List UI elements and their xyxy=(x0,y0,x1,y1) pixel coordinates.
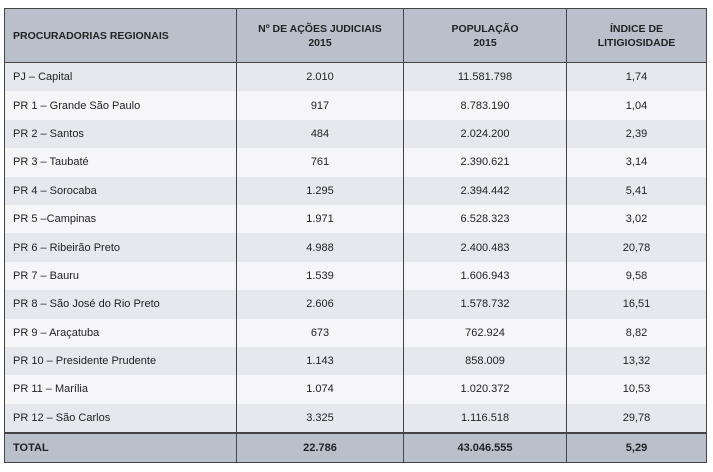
actions-count: 673 xyxy=(236,318,404,347)
litigiosity-index: 3,14 xyxy=(566,148,707,177)
litigiosity-index: 9,58 xyxy=(566,261,707,291)
header-row: PROCURADORIAS REGIONAIS Nº DE AÇÕES JUDI… xyxy=(4,8,707,63)
table-row: PR 4 – Sorocaba 1.295 2.394.442 5,41 xyxy=(4,176,707,205)
table-row: PR 8 – São José do Rio Preto 2.606 1.578.7… xyxy=(4,290,707,319)
header-population-label: POPULAÇÃO xyxy=(451,22,519,35)
regional-name: PR 2 – Santos xyxy=(4,119,237,149)
regional-name: PR 6 – Ribeirão Preto xyxy=(4,233,237,262)
actions-count: 3.325 xyxy=(236,403,404,434)
actions-count: 1.971 xyxy=(236,204,404,234)
table-row: PR 3 – Taubaté 761 2.390.621 3,14 xyxy=(4,148,707,177)
litigiosity-index: 2,39 xyxy=(566,119,707,149)
header-regional: PROCURADORIAS REGIONAIS xyxy=(4,8,237,63)
regional-name: PR 1 – Grande São Paulo xyxy=(4,91,237,120)
total-label: TOTAL xyxy=(4,432,237,464)
total-population: 43.046.555 xyxy=(403,432,567,464)
table-row: PJ – Capital 2.010 11.581.798 1,74 xyxy=(4,62,707,92)
actions-count: 2.606 xyxy=(236,290,404,319)
table-row: PR 2 – Santos 484 2.024.200 2,39 xyxy=(4,119,707,149)
header-actions: Nº DE AÇÕES JUDICIAIS 2015 xyxy=(236,8,404,63)
regional-name: PR 10 – Presidente Prudente xyxy=(4,346,237,376)
header-index: ÍNDICE DE LITIGIOSIDADE xyxy=(566,8,707,63)
header-population: POPULAÇÃO 2015 xyxy=(403,8,567,63)
actions-count: 1.074 xyxy=(236,375,404,404)
population: 1.606.943 xyxy=(403,261,567,291)
population: 858.009 xyxy=(403,346,567,376)
population: 1.116.518 xyxy=(403,403,567,434)
regional-name: PR 3 – Taubaté xyxy=(4,148,237,177)
actions-count: 1.539 xyxy=(236,261,404,291)
actions-count: 484 xyxy=(236,119,404,149)
population: 8.783.190 xyxy=(403,91,567,120)
litigiosity-index: 5,41 xyxy=(566,176,707,205)
regional-name: PR 7 – Bauru xyxy=(4,261,237,291)
population: 11.581.798 xyxy=(403,62,567,92)
litigiosity-index: 1,74 xyxy=(566,62,707,92)
regional-name: PR 12 – São Carlos xyxy=(4,403,237,434)
litigiosity-index: 16,51 xyxy=(566,290,707,319)
population: 2.024.200 xyxy=(403,119,567,149)
table-row: PR 11 – Marília 1.074 1.020.372 10,53 xyxy=(4,375,707,404)
population: 6.528.323 xyxy=(403,204,567,234)
actions-count: 917 xyxy=(236,91,404,120)
litigiosity-index: 13,32 xyxy=(566,346,707,376)
litigiosity-index: 3,02 xyxy=(566,204,707,234)
header-actions-label: Nº DE AÇÕES JUDICIAIS xyxy=(258,22,382,35)
table-row: PR 6 – Ribeirão Preto 4.988 2.400.483 20,78 xyxy=(4,233,707,262)
table-row: PR 10 – Presidente Prudente 1.143 858.009 1… xyxy=(4,346,707,376)
population: 1.020.372 xyxy=(403,375,567,404)
regional-name: PR 5 –Campinas xyxy=(4,204,237,234)
litigiosity-index: 8,82 xyxy=(566,318,707,347)
header-index-line1: ÍNDICE DE xyxy=(609,22,664,35)
population: 2.394.442 xyxy=(403,176,567,205)
litigiosity-index: 29,78 xyxy=(566,403,707,434)
regional-name: PR 4 – Sorocaba xyxy=(4,176,237,205)
total-index: 5,29 xyxy=(566,432,707,464)
table-row: PR 9 – Araçatuba 673 762.924 8,82 xyxy=(4,318,707,347)
actions-count: 1.295 xyxy=(236,176,404,205)
table-row: PR 12 – São Carlos 3.325 1.116.518 29,78 xyxy=(4,403,707,434)
population: 2.400.483 xyxy=(403,233,567,262)
population: 2.390.621 xyxy=(403,148,567,177)
litigiosity-index: 1,04 xyxy=(566,91,707,120)
litigiosity-table: PROCURADORIAS REGIONAIS Nº DE AÇÕES JUDI… xyxy=(4,8,707,464)
regional-name: PR 8 – São José do Rio Preto xyxy=(4,290,237,319)
regional-name: PJ – Capital xyxy=(4,62,237,92)
table-row: PR 1 – Grande São Paulo 917 8.783.190 1,04 xyxy=(4,91,707,120)
header-index-line2: LITIGIOSIDADE xyxy=(597,36,676,49)
population: 1.578.732 xyxy=(403,290,567,319)
actions-count: 1.143 xyxy=(236,346,404,376)
total-row: TOTAL 22.786 43.046.555 5,29 xyxy=(4,432,707,464)
population: 762.924 xyxy=(403,318,567,347)
regional-name: PR 9 – Araçatuba xyxy=(4,318,237,347)
litigiosity-index: 10,53 xyxy=(566,375,707,404)
actions-count: 4.988 xyxy=(236,233,404,262)
header-actions-year: 2015 xyxy=(308,36,332,49)
table-row: PR 5 –Campinas 1.971 6.528.323 3,02 xyxy=(4,204,707,234)
actions-count: 2.010 xyxy=(236,62,404,92)
table-row: PR 7 – Bauru 1.539 1.606.943 9,58 xyxy=(4,261,707,291)
litigiosity-index: 20,78 xyxy=(566,233,707,262)
header-population-year: 2015 xyxy=(473,36,497,49)
actions-count: 761 xyxy=(236,148,404,177)
total-actions: 22.786 xyxy=(236,432,404,464)
regional-name: PR 11 – Marília xyxy=(4,375,237,404)
